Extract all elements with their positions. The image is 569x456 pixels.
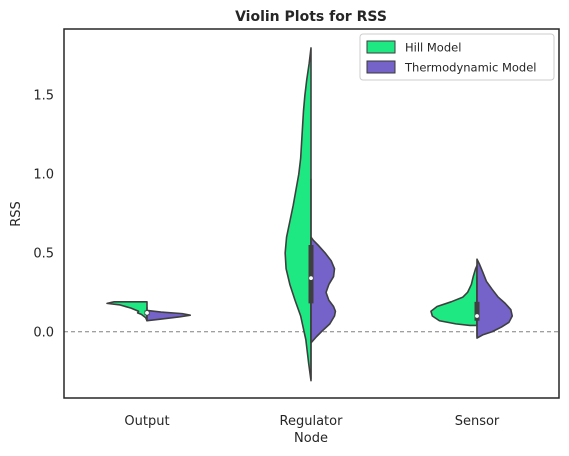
legend-frame xyxy=(359,33,555,81)
y-tick-label: 1.0 xyxy=(33,168,54,183)
y-tick-label: 1.5 xyxy=(33,89,54,104)
y-axis-label: RSS xyxy=(9,201,24,227)
plot-area xyxy=(64,47,559,382)
x-tick-label-regulator: Regulator xyxy=(280,414,344,429)
violin-hill-model-regulator xyxy=(284,47,312,382)
y-tick-label: 0.5 xyxy=(33,246,54,261)
violin-thermodynamic-model-regulator xyxy=(310,236,337,344)
legend-label-thermodynamic-model: Thermodynamic Model xyxy=(404,61,537,75)
y-tick-label: 0.0 xyxy=(33,325,54,340)
violin-hill-model-output xyxy=(106,301,148,322)
legend-swatch-hill-model xyxy=(366,40,396,54)
violin-thermodynamic-model-sensor xyxy=(476,258,514,339)
legend: Hill Model Thermodynamic Model xyxy=(359,33,555,81)
inner-median-output xyxy=(145,310,149,315)
plot-frame xyxy=(63,28,560,399)
inner-median-sensor xyxy=(475,314,479,318)
x-axis-label: Node xyxy=(294,431,328,446)
violin-thermodynamic-model-output xyxy=(146,309,192,322)
x-tick-label-sensor: Sensor xyxy=(455,414,500,429)
violin-hill-model-sensor xyxy=(430,264,478,327)
inner-median-regulator xyxy=(309,276,313,281)
legend-swatch-thermodynamic-model xyxy=(366,60,396,74)
legend-label-hill-model: Hill Model xyxy=(405,41,461,55)
chart-title: Violin Plots for RSS xyxy=(235,9,387,25)
y-axis-ticks: 0.0 0.5 1.0 1.5 xyxy=(33,89,54,341)
x-axis-ticks: Output Regulator Sensor xyxy=(124,414,500,429)
x-tick-label-output: Output xyxy=(124,414,169,429)
